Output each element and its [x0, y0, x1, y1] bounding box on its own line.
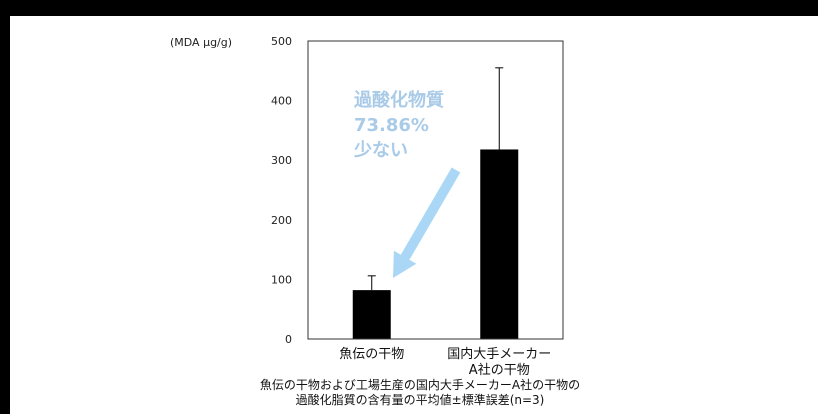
- bar: [352, 290, 391, 339]
- annotation-text: 73.86%: [354, 115, 429, 136]
- plot-frame: [307, 40, 564, 340]
- chart-caption: 魚伝の干物および工場生産の国内大手メーカーA社の干物の 過酸化脂質の含有量の平均…: [10, 378, 818, 408]
- annotation-text: 過酸化物質: [354, 89, 444, 111]
- x-category-label: A社の干物: [469, 362, 530, 376]
- chart-panel: (MDA µg/g) 0 100 200 300 400 500 魚伝の干物 国内大手メーカ…: [10, 16, 818, 414]
- x-category-label: 国内大手メーカー: [447, 346, 551, 362]
- y-tick-label: 100: [271, 273, 292, 286]
- y-axis-ticks: 0 100 200 300 400 500: [271, 35, 292, 346]
- axes: [307, 40, 564, 340]
- annotation: 過酸化物質 73.86% 少ない: [353, 89, 461, 278]
- y-tick-label: 300: [271, 154, 292, 167]
- annotation-text: 少ない: [353, 140, 408, 161]
- bar-chart: (MDA µg/g) 0 100 200 300 400 500 魚伝の干物 国内大手メーカ…: [170, 35, 564, 376]
- caption-line-1: 魚伝の干物および工場生産の国内大手メーカーA社の干物の: [259, 378, 581, 392]
- y-tick-label: 200: [271, 214, 292, 227]
- bars-layer: [352, 67, 519, 339]
- y-tick-label: 0: [285, 333, 292, 346]
- y-tick-label: 500: [271, 35, 292, 48]
- x-axis-labels: 魚伝の干物 国内大手メーカーA社の干物: [339, 346, 551, 376]
- annotation-arrow: [393, 167, 461, 278]
- y-tick-label: 400: [271, 95, 292, 108]
- y-unit-label: (MDA µg/g): [170, 36, 232, 49]
- caption-line-2: 過酸化脂質の含有量の平均値±標準誤差(n=3): [295, 393, 545, 407]
- bar: [480, 149, 519, 339]
- x-category-label: 魚伝の干物: [339, 347, 404, 362]
